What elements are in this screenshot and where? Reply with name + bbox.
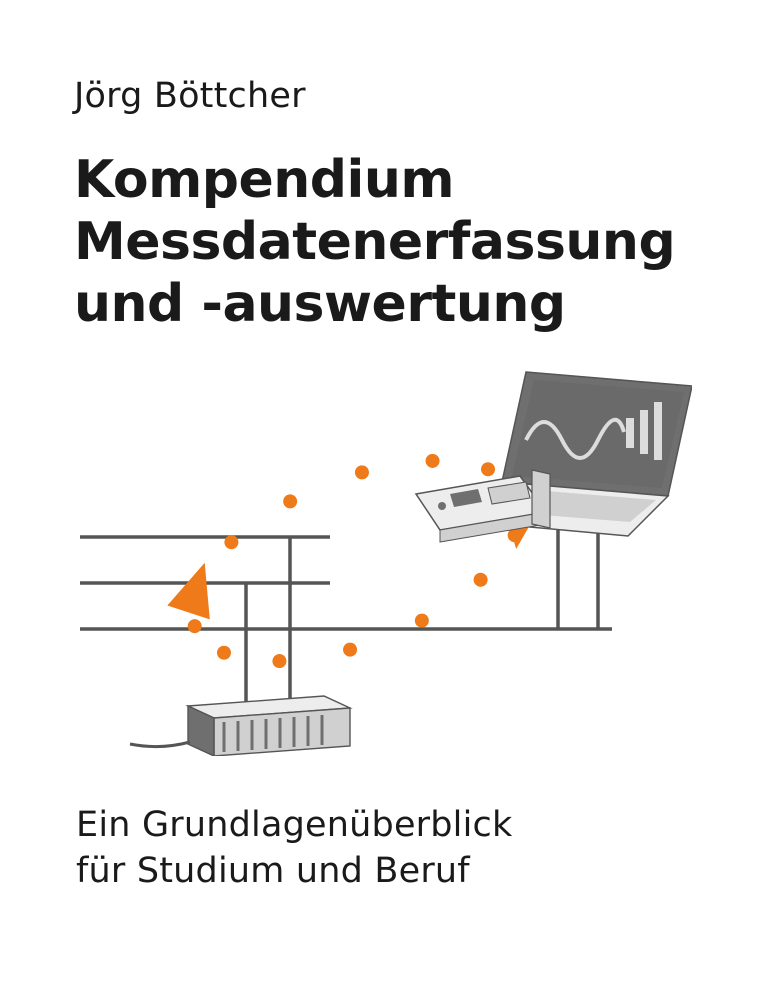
daq-box-icon: [130, 696, 350, 756]
cover-diagram: [80, 366, 692, 756]
title-line: Messdatenerfassung: [74, 212, 696, 274]
book-title: Kompendium Messdatenerfassung und -auswe…: [74, 150, 696, 336]
book-subtitle: Ein Grundlagenüberblick für Studium und …: [76, 803, 512, 894]
author-name: Jörg Böttcher: [74, 76, 696, 116]
title-line: und -auswertung: [74, 274, 696, 336]
book-cover-page: Jörg Böttcher Kompendium Messdatenerfass…: [0, 0, 766, 998]
subtitle-line: Ein Grundlagenüberblick: [76, 803, 512, 849]
subtitle-line: für Studium und Beruf: [76, 849, 512, 895]
title-line: Kompendium: [74, 150, 696, 212]
